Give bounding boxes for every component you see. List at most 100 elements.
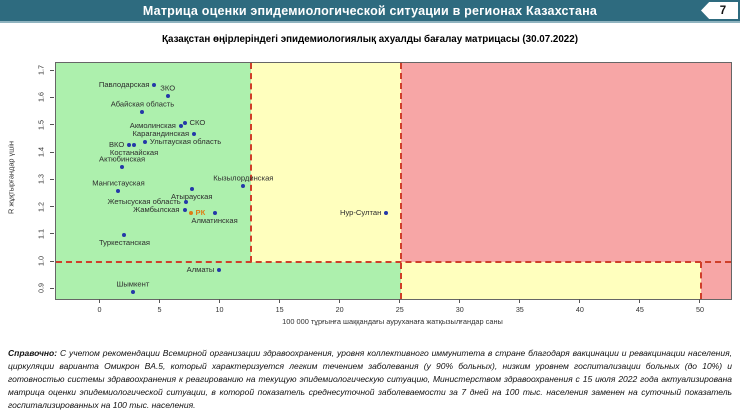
y-tick — [50, 287, 54, 289]
y-tick-label: 0.9 — [36, 283, 46, 294]
x-tick-label: 35 — [515, 305, 524, 314]
data-point — [120, 164, 125, 169]
data-point-label: Шымкент — [116, 279, 150, 289]
data-point — [212, 211, 217, 216]
data-point-label: Абайская область — [110, 99, 175, 109]
y-tick-label: 1.1 — [36, 228, 46, 239]
data-point-label: Мангистауская — [92, 178, 145, 188]
data-point — [189, 186, 194, 191]
chart-title: Қазақстан өңірлеріндегі эпидемиологиялық… — [162, 34, 578, 45]
header-underline — [0, 21, 740, 23]
threshold-line — [56, 261, 731, 264]
y-tick-label: 1.2 — [36, 201, 46, 212]
x-tick — [579, 299, 581, 303]
risk-zone-red — [700, 262, 731, 299]
data-point — [192, 131, 197, 136]
y-tick — [50, 124, 54, 126]
data-point — [241, 183, 246, 188]
y-tick-label: 1.7 — [36, 65, 46, 76]
x-tick-label: 20 — [335, 305, 344, 314]
x-tick — [699, 299, 701, 303]
y-tick-label: 1.0 — [36, 256, 46, 267]
y-axis-label: R жұқтырғандар үшін — [6, 141, 16, 214]
x-tick — [399, 299, 401, 303]
x-tick-label: 45 — [635, 305, 644, 314]
y-tick — [50, 178, 54, 180]
scatter-plot: Павлодарская ЗКО Абайская область Акмолинск… — [55, 62, 732, 300]
data-point-label: Павлодарская — [98, 80, 150, 90]
data-point — [182, 121, 187, 126]
threshold-line — [249, 63, 252, 263]
y-tick — [50, 233, 54, 235]
y-tick — [50, 260, 54, 262]
x-tick-label: 10 — [215, 305, 224, 314]
data-point-label: Кызылординская — [213, 173, 274, 183]
header-bar: Матрица оценки эпидемиологической ситуац… — [0, 0, 740, 21]
data-point — [140, 110, 145, 115]
x-tick-label: 40 — [575, 305, 584, 314]
data-point-label: СКО — [189, 118, 206, 128]
risk-zone-yellow — [250, 63, 401, 263]
data-point — [182, 208, 187, 213]
footnote-label: Справочно: — [8, 348, 58, 358]
data-point — [127, 142, 132, 147]
x-axis-label: 100 000 тұрғынға шаққандағы ауруханаға ж… — [282, 317, 503, 326]
page-title: Матрица оценки эпидемиологической ситуац… — [142, 3, 598, 18]
data-point — [152, 82, 157, 87]
data-point-label: ВКО — [108, 140, 125, 150]
risk-zone-green — [56, 262, 401, 299]
threshold-line — [699, 262, 702, 299]
data-point-label: Туркестанская — [98, 237, 150, 247]
data-point-label: Жетысуская область — [107, 197, 181, 207]
x-tick-label: 0 — [97, 305, 102, 314]
data-point — [384, 211, 389, 216]
footnote-text: С учетом рекомендации Всемирной организа… — [8, 348, 732, 410]
data-point-label: Атырауская — [170, 191, 213, 201]
threshold-line — [399, 63, 402, 299]
y-tick-label: 1.4 — [36, 147, 46, 158]
x-tick — [219, 299, 221, 303]
x-tick — [98, 299, 100, 303]
data-point — [165, 93, 170, 98]
x-tick — [279, 299, 281, 303]
y-tick — [50, 151, 54, 153]
data-point — [178, 123, 183, 128]
data-point-label: Костанайская — [109, 147, 159, 157]
data-point-label: Алматы — [186, 265, 215, 275]
x-tick — [459, 299, 461, 303]
data-point-label: Улытауская область — [149, 137, 222, 147]
x-tick-label: 30 — [455, 305, 464, 314]
y-tick — [50, 69, 54, 71]
data-point-label: Жамбылская — [133, 205, 180, 215]
data-point — [130, 290, 135, 295]
data-point — [116, 189, 121, 194]
data-point-label: Алматинская — [191, 216, 238, 226]
y-tick-label: 1.5 — [36, 119, 46, 130]
x-tick-label: 15 — [275, 305, 284, 314]
data-point-label: Карагандинская — [132, 129, 190, 139]
data-point-label: Акмолинская — [129, 120, 176, 130]
page-number-badge: 7 — [701, 2, 738, 19]
footnote: Справочно: С учетом рекомендации Всемирн… — [8, 347, 732, 412]
data-point-label: РК — [195, 208, 206, 218]
data-point-label: Актюбинская — [99, 154, 146, 164]
data-point — [142, 140, 147, 145]
y-tick — [50, 206, 54, 208]
risk-zone-yellow — [400, 262, 701, 299]
page-number: 7 — [719, 4, 727, 17]
x-tick — [639, 299, 641, 303]
data-point — [188, 211, 193, 216]
y-tick-label: 1.6 — [36, 92, 46, 103]
x-tick — [339, 299, 341, 303]
x-tick — [519, 299, 521, 303]
data-point — [217, 268, 222, 273]
data-point — [122, 232, 127, 237]
data-point-label: Нур-Султан — [339, 208, 382, 218]
x-tick-label: 25 — [395, 305, 404, 314]
x-tick — [158, 299, 160, 303]
data-point-label: ЗКО — [160, 83, 176, 93]
x-tick-label: 50 — [695, 305, 704, 314]
risk-zone-red — [400, 63, 731, 263]
risk-zone-green — [56, 63, 251, 263]
